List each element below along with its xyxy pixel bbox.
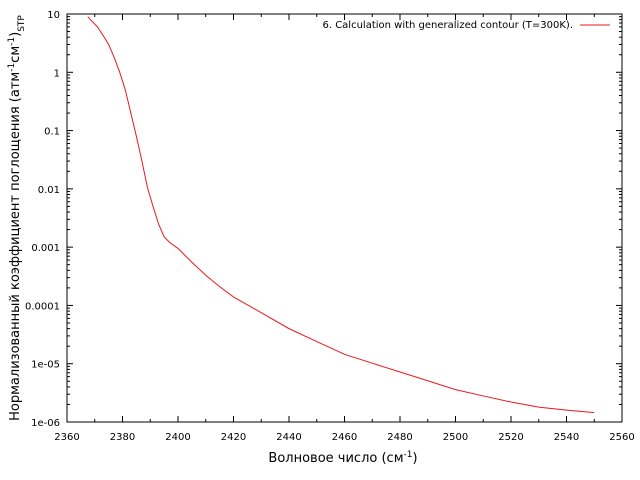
y-tick-label: 0.1 (44, 127, 60, 138)
y-axis-title-sub: STP (17, 15, 27, 32)
data-point (130, 113, 131, 114)
data-point (455, 389, 456, 390)
y-axis-title-part1: Нормализованный коэффициент поглощения (… (8, 72, 23, 421)
data-point (158, 223, 159, 224)
x-tick-label: 2500 (443, 432, 468, 443)
data-point (316, 341, 317, 342)
data-point (233, 296, 234, 297)
data-point (114, 57, 115, 58)
data-point (191, 262, 192, 263)
data-point (87, 16, 88, 17)
x-tick-label: 2560 (609, 432, 634, 443)
data-point (511, 402, 512, 403)
y-tick-label: 1 (54, 68, 60, 79)
data-point (91, 21, 92, 22)
y-axis-title-sup1: -1 (7, 63, 17, 72)
data-point (125, 89, 126, 90)
x-tick-label: 2540 (554, 432, 579, 443)
x-axis-title-sup: -1 (404, 450, 413, 460)
data-point (136, 136, 137, 137)
y-tick-label: 0.0001 (25, 301, 60, 312)
data-point (147, 187, 148, 188)
data-point (344, 354, 345, 355)
data-point (108, 44, 109, 45)
data-point (566, 410, 567, 411)
data-point (289, 328, 290, 329)
y-tick-label: 0.01 (38, 185, 60, 196)
x-tick-label: 2460 (332, 432, 357, 443)
data-point (97, 26, 98, 27)
data-point (483, 395, 484, 396)
data-point (153, 206, 154, 207)
data-point (400, 372, 401, 373)
x-tick-label: 2520 (498, 432, 523, 443)
y-tick-labels: 1e-06 1e-05 0.0001 0.001 0.01 0.1 1 10 (25, 10, 60, 429)
x-tick-label: 2440 (276, 432, 301, 443)
x-axis-title-main: Волновое число (см (268, 451, 403, 466)
data-point (594, 412, 595, 413)
data-point (261, 312, 262, 313)
series-group (87, 16, 595, 414)
x-tick-label: 2360 (54, 432, 79, 443)
x-tick-labels: 2360 2380 2400 2420 2440 2460 2480 2500 2520 2540… (54, 432, 634, 443)
data-point (538, 407, 539, 408)
data-point (427, 380, 428, 381)
x-tick-label: 2480 (387, 432, 412, 443)
y-tick-label: 10 (47, 10, 60, 21)
plot-frame (66, 13, 623, 423)
y-tick-label: 1e-05 (31, 360, 60, 371)
legend: 6. Calculation with generalized contour … (322, 20, 610, 31)
x-axis-title: Волновое число (см-1) (268, 450, 417, 466)
data-point (164, 236, 165, 237)
data-point (169, 242, 170, 243)
x-axis-title-end: ) (412, 451, 417, 466)
x-tick-label: 2420 (221, 432, 246, 443)
data-point (372, 363, 373, 364)
y-tick-label: 1e-06 (31, 418, 60, 429)
data-point (205, 275, 206, 276)
data-point (103, 35, 104, 36)
data-point (178, 248, 179, 249)
data-point (219, 286, 220, 287)
y-axis-title-part2: см (8, 46, 23, 63)
y-axis-title-part3: ) (8, 32, 23, 37)
series-line (87, 16, 595, 414)
x-tick-label: 2380 (110, 432, 135, 443)
data-point (141, 161, 142, 162)
x-tick-label: 2400 (165, 432, 190, 443)
series-points (87, 16, 594, 413)
data-point (119, 72, 120, 73)
y-axis-title: Нормализованный коэффициент поглощения (… (7, 15, 27, 421)
y-tick-label: 0.001 (31, 243, 60, 254)
y-axis-title-sup2: -1 (7, 37, 17, 46)
axis-ticks (66, 13, 623, 423)
legend-label: 6. Calculation with generalized contour … (322, 20, 573, 31)
